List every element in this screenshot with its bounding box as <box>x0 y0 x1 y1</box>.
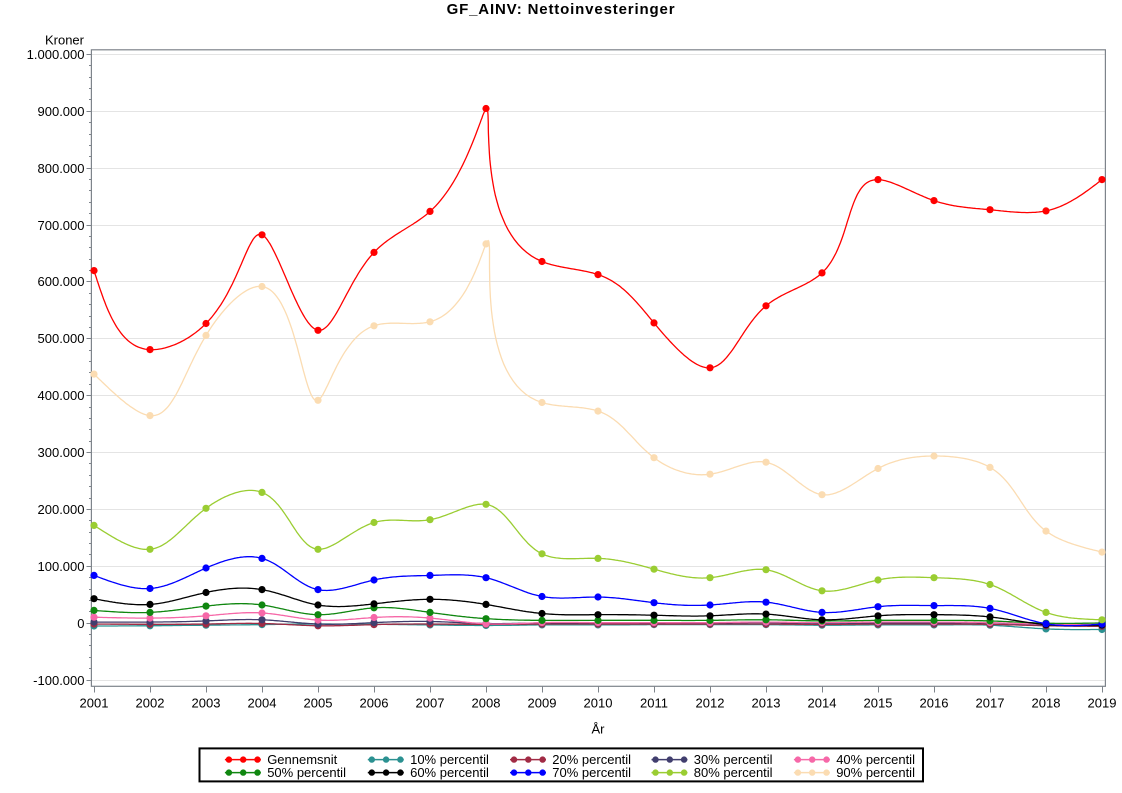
svg-text:70% percentil: 70% percentil <box>552 765 631 780</box>
svg-text:900.000: 900.000 <box>38 104 85 119</box>
svg-text:90% percentil: 90% percentil <box>836 765 915 780</box>
svg-text:80% percentil: 80% percentil <box>694 765 773 780</box>
svg-text:GF_AINV: Nettoinvesteringer: GF_AINV: Nettoinvesteringer <box>447 1 676 18</box>
svg-text:-100.000: -100.000 <box>33 673 84 688</box>
svg-text:40% percentil: 40% percentil <box>836 752 915 767</box>
svg-text:50% percentil: 50% percentil <box>267 765 346 780</box>
svg-text:400.000: 400.000 <box>38 388 85 403</box>
svg-text:2011: 2011 <box>640 695 668 710</box>
svg-text:60% percentil: 60% percentil <box>410 765 489 780</box>
svg-text:Kroner: Kroner <box>45 32 85 47</box>
svg-text:År: År <box>592 722 606 737</box>
svg-text:100.000: 100.000 <box>38 559 85 574</box>
svg-text:2019: 2019 <box>1088 695 1117 710</box>
svg-text:2001: 2001 <box>80 695 109 710</box>
svg-text:2002: 2002 <box>136 695 165 710</box>
svg-text:2018: 2018 <box>1032 695 1061 710</box>
svg-text:2006: 2006 <box>360 695 389 710</box>
svg-text:800.000: 800.000 <box>38 161 85 176</box>
svg-text:2004: 2004 <box>248 695 277 710</box>
svg-text:2012: 2012 <box>696 695 725 710</box>
svg-text:2015: 2015 <box>864 695 893 710</box>
svg-text:20% percentil: 20% percentil <box>552 752 631 767</box>
svg-text:200.000: 200.000 <box>38 502 85 517</box>
svg-text:2013: 2013 <box>752 695 781 710</box>
svg-text:30% percentil: 30% percentil <box>694 752 773 767</box>
svg-text:2003: 2003 <box>192 695 221 710</box>
svg-text:2007: 2007 <box>416 695 445 710</box>
svg-text:500.000: 500.000 <box>38 331 85 346</box>
svg-text:2016: 2016 <box>920 695 949 710</box>
svg-text:0: 0 <box>77 616 84 631</box>
svg-text:2005: 2005 <box>304 695 333 710</box>
svg-text:600.000: 600.000 <box>38 274 85 289</box>
svg-text:2008: 2008 <box>472 695 501 710</box>
svg-text:2017: 2017 <box>976 695 1005 710</box>
svg-text:10% percentil: 10% percentil <box>410 752 489 767</box>
svg-text:300.000: 300.000 <box>38 445 85 460</box>
svg-text:Gennemsnit: Gennemsnit <box>267 752 337 767</box>
svg-text:2010: 2010 <box>584 695 613 710</box>
svg-text:2014: 2014 <box>808 695 837 710</box>
svg-text:2009: 2009 <box>528 695 557 710</box>
svg-text:700.000: 700.000 <box>38 218 85 233</box>
svg-text:1.000.000: 1.000.000 <box>27 47 85 62</box>
